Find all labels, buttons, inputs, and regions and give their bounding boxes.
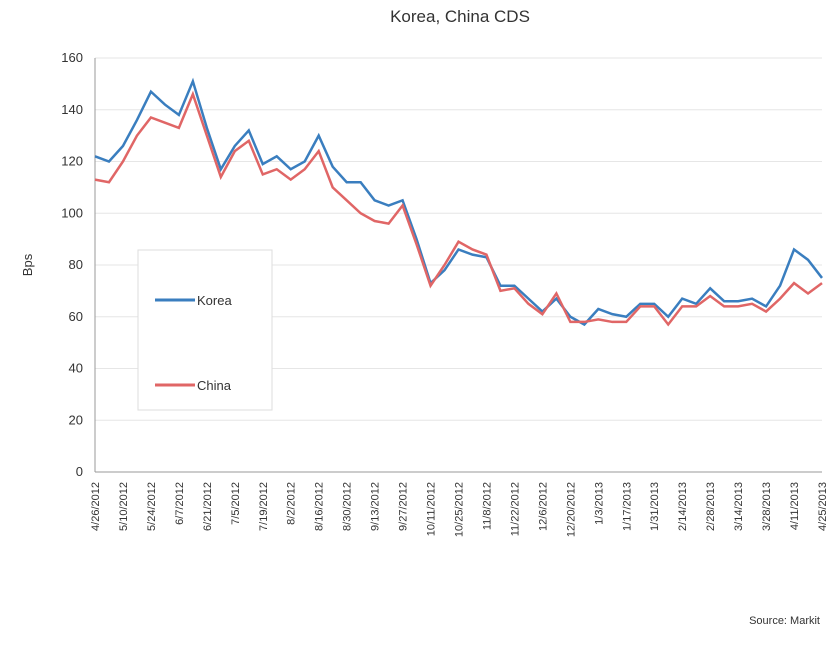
x-tick-label: 4/25/2013 bbox=[817, 482, 829, 531]
x-tick-label: 6/21/2012 bbox=[202, 482, 214, 531]
y-tick-label: 100 bbox=[61, 205, 83, 220]
y-tick-label: 80 bbox=[69, 257, 83, 272]
legend-label: China bbox=[197, 378, 232, 393]
x-tick-label: 1/3/2013 bbox=[593, 482, 605, 525]
line-series bbox=[94, 90, 823, 327]
line-series bbox=[94, 77, 823, 327]
x-tick-label: 11/22/2012 bbox=[509, 482, 521, 536]
x-tick-label: 2/14/2013 bbox=[677, 482, 689, 531]
x-tick-label: 5/24/2012 bbox=[146, 482, 158, 531]
y-tick-label: 20 bbox=[69, 412, 83, 427]
legend-box bbox=[137, 249, 273, 411]
y-tick-label: 140 bbox=[61, 102, 83, 117]
x-tick-label: 11/8/2012 bbox=[481, 482, 493, 530]
x-tick-label: 6/7/2012 bbox=[174, 482, 186, 525]
x-tick-label: 3/14/2013 bbox=[733, 482, 745, 531]
x-tick-label: 12/6/2012 bbox=[537, 482, 549, 531]
legend-label: Korea bbox=[197, 293, 232, 308]
x-tick-label: 2/28/2013 bbox=[705, 482, 717, 531]
x-tick-label: 9/13/2012 bbox=[370, 482, 382, 531]
x-tick-label: 10/25/2012 bbox=[454, 482, 466, 537]
x-tick-label: 9/27/2012 bbox=[398, 482, 410, 531]
y-axis-label: Bps bbox=[20, 253, 35, 276]
y-tick-label: 0 bbox=[76, 464, 83, 479]
chart-title: Korea, China CDS bbox=[390, 7, 530, 26]
x-tick-label: 10/11/2012 bbox=[426, 482, 438, 536]
x-tick-label: 12/20/2012 bbox=[565, 482, 577, 537]
x-tick-label: 8/16/2012 bbox=[314, 482, 326, 531]
x-tick-label: 3/28/2013 bbox=[761, 482, 773, 531]
y-tick-label: 160 bbox=[61, 50, 83, 65]
y-tick-label: 60 bbox=[69, 309, 83, 324]
y-tick-label: 40 bbox=[69, 361, 83, 376]
x-tick-label: 7/19/2012 bbox=[258, 482, 270, 531]
x-tick-label: 8/30/2012 bbox=[342, 482, 354, 531]
x-tick-label: 7/5/2012 bbox=[230, 482, 242, 525]
x-tick-label: 4/26/2012 bbox=[90, 482, 102, 531]
x-tick-label: 4/11/2013 bbox=[789, 482, 801, 530]
x-tick-label: 5/10/2012 bbox=[118, 482, 130, 531]
x-tick-label: 1/31/2013 bbox=[649, 482, 661, 531]
y-tick-label: 120 bbox=[61, 154, 83, 169]
source-note: Source: Markit bbox=[749, 615, 820, 627]
x-tick-label: 8/2/2012 bbox=[286, 482, 298, 525]
x-tick-label: 1/17/2013 bbox=[621, 482, 633, 531]
